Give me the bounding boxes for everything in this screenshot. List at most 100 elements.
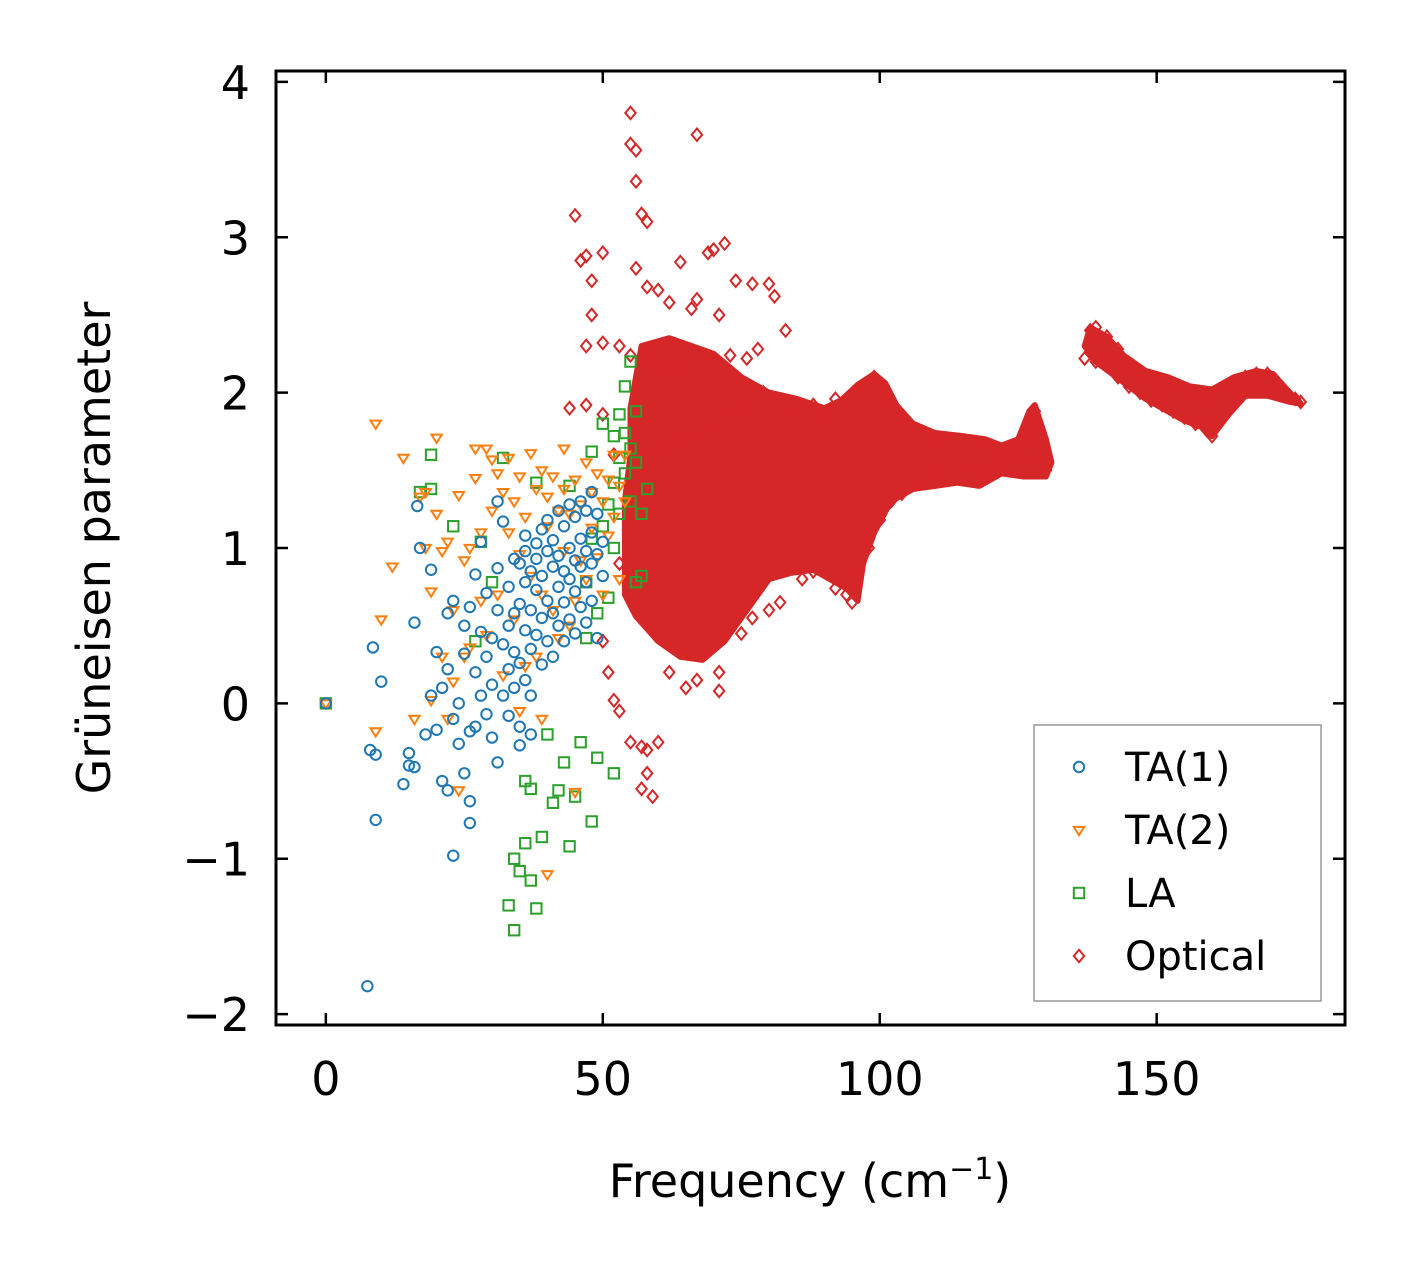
- point-optical: [662, 664, 676, 681]
- point-la: [585, 445, 598, 458]
- point-optical: [684, 300, 698, 317]
- x-tick-label: 150: [1113, 1052, 1201, 1106]
- point-optical: [845, 409, 859, 426]
- point-optical: [695, 353, 709, 370]
- point-optical: [762, 602, 776, 618]
- point-ta-1: [519, 544, 532, 558]
- point-ta-2: [606, 450, 621, 462]
- point-optical: [1078, 350, 1092, 367]
- point-optical: [673, 434, 687, 451]
- point-optical: [1089, 353, 1103, 370]
- y-tick-label: −2: [182, 988, 250, 1042]
- point-ta-2: [518, 512, 533, 525]
- point-ta-1: [535, 611, 549, 625]
- point-ta-2: [473, 528, 488, 540]
- point-optical: [1100, 328, 1114, 345]
- point-ta-2: [562, 509, 577, 521]
- point-ta-2: [374, 615, 389, 627]
- point-optical: [623, 509, 637, 525]
- point-optical: [828, 391, 842, 407]
- point-ta-1: [452, 737, 465, 750]
- point-la: [530, 902, 543, 915]
- point-ta-1: [552, 549, 565, 562]
- point-ta-1: [491, 603, 504, 617]
- point-ta-1: [480, 586, 493, 600]
- point-la: [629, 456, 643, 469]
- point-ta-1: [541, 594, 554, 608]
- point-ta-2: [562, 621, 577, 633]
- point-optical: [646, 353, 660, 370]
- point-optical: [1017, 434, 1031, 451]
- series-optical: [563, 105, 1308, 805]
- point-ta-2: [451, 786, 466, 798]
- point-ta-1: [541, 635, 554, 648]
- legend-label-ta-1: TA(1): [1124, 745, 1230, 791]
- point-ta-1: [535, 658, 549, 671]
- point-optical: [651, 734, 665, 751]
- point-ta-2: [418, 543, 433, 556]
- point-ta-1: [411, 499, 424, 513]
- point-ta-1: [491, 756, 504, 769]
- point-optical: [718, 235, 732, 252]
- point-optical: [1288, 391, 1302, 407]
- point-ta-2: [584, 487, 599, 500]
- point-ta-2: [540, 870, 555, 882]
- point-ta-1: [485, 678, 499, 691]
- x-tick-label: 100: [836, 1052, 924, 1106]
- point-ta-1: [469, 720, 482, 733]
- point-optical: [1150, 372, 1164, 388]
- point-ta-1: [480, 708, 493, 721]
- point-optical: [1111, 369, 1125, 385]
- point-ta-1: [441, 662, 454, 676]
- point-ta-1: [435, 681, 449, 695]
- point-ta-1: [507, 681, 521, 695]
- point-ta-2: [440, 537, 455, 549]
- point-optical: [1266, 375, 1280, 392]
- point-ta-1: [585, 526, 598, 539]
- point-ta-1: [447, 594, 460, 608]
- point-ta-1: [452, 697, 465, 710]
- point-optical: [690, 126, 704, 143]
- point-ta-1: [474, 689, 488, 702]
- point-ta-1: [574, 560, 587, 573]
- point-optical: [612, 338, 626, 354]
- point-ta-2: [529, 484, 544, 497]
- point-ta-2: [534, 714, 549, 726]
- point-ta-1: [424, 563, 438, 576]
- y-tick-label: 3: [221, 211, 250, 265]
- point-ta-1: [535, 569, 549, 583]
- point-ta-1: [524, 689, 537, 702]
- point-optical: [1177, 409, 1191, 426]
- point-ta-1: [519, 575, 532, 589]
- point-optical: [1033, 431, 1047, 448]
- point-ta-1: [541, 513, 554, 527]
- legend-marker-ta-2: [1071, 825, 1087, 838]
- point-ta-1: [585, 485, 598, 499]
- point-ta-1: [413, 541, 427, 555]
- point-ta-2: [617, 497, 632, 509]
- point-ta-1: [502, 662, 515, 676]
- y-tick-label: 2: [221, 367, 250, 421]
- point-optical: [1144, 392, 1158, 409]
- point-la: [546, 796, 560, 810]
- point-optical: [1100, 356, 1114, 373]
- point-ta-2: [424, 696, 439, 708]
- point-optical: [1039, 462, 1053, 479]
- point-la: [618, 380, 632, 393]
- point-ta-2: [551, 506, 566, 518]
- point-la: [541, 728, 554, 741]
- point-optical: [745, 276, 759, 292]
- point-optical: [972, 465, 986, 482]
- point-ta-1: [469, 568, 482, 581]
- point-optical: [806, 563, 820, 580]
- point-ta-1: [574, 600, 587, 614]
- point-ta-2: [595, 590, 610, 602]
- point-ta-1: [513, 739, 526, 752]
- point-ta-2: [418, 487, 433, 500]
- point-optical: [1089, 319, 1103, 336]
- point-optical: [1155, 397, 1169, 413]
- y-tick-label: −1: [182, 833, 250, 887]
- point-ta-1: [585, 594, 598, 608]
- point-ta-2: [612, 574, 627, 587]
